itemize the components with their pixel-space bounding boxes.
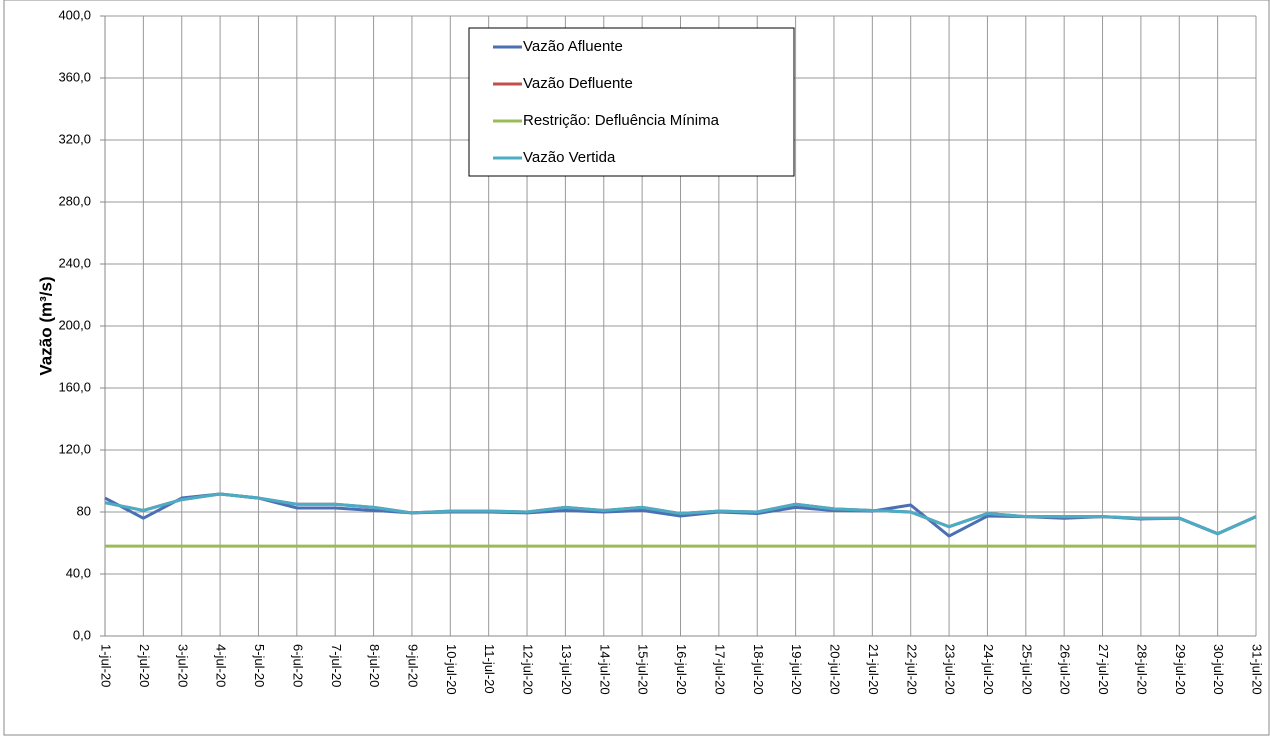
x-tick-label: 11-jul-20 — [482, 644, 497, 694]
legend-label: Vazão Vertida — [523, 149, 616, 166]
x-tick-label: 12-jul-20 — [521, 644, 536, 695]
x-tick-label: 24-jul-20 — [981, 644, 996, 695]
y-axis-title: Vazão (m³/s) — [36, 276, 55, 375]
series-line — [104, 492, 1257, 538]
y-tick-label: 240,0 — [58, 255, 91, 270]
y-tick-label: 160,0 — [58, 379, 91, 394]
y-tick-label: 200,0 — [58, 317, 91, 332]
x-tick-label: 3-jul-20 — [175, 644, 190, 687]
x-tick-label: 6-jul-20 — [290, 644, 305, 687]
x-tick-label: 23-jul-20 — [943, 644, 958, 695]
x-tick-label: 17-jul-20 — [712, 644, 727, 695]
y-tick-label: 0,0 — [73, 627, 91, 642]
x-tick-label: 1-jul-20 — [99, 644, 114, 687]
y-tick-label: 320,0 — [58, 131, 91, 146]
y-tick-label: 120,0 — [58, 441, 91, 456]
y-tick-label: 80 — [77, 503, 91, 518]
x-tick-label: 18-jul-20 — [751, 644, 766, 695]
x-tick-label: 7-jul-20 — [329, 644, 344, 687]
y-tick-label: 400,0 — [58, 7, 91, 22]
x-tick-label: 21-jul-20 — [866, 644, 881, 695]
x-tick-label: 25-jul-20 — [1019, 644, 1034, 695]
x-tick-label: 22-jul-20 — [904, 644, 919, 695]
x-tick-label: 26-jul-20 — [1058, 644, 1073, 695]
chart-border — [3, 0, 1270, 736]
x-tick-label: 31-jul-20 — [1250, 644, 1265, 695]
y-tick-label: 40,0 — [66, 565, 91, 580]
legend-label: Vazão Defluente — [523, 75, 633, 92]
x-tick-label: 30-jul-20 — [1211, 644, 1226, 695]
x-tick-label: 16-jul-20 — [674, 644, 689, 695]
legend-label: Restrição: Defluência Mínima — [523, 112, 720, 129]
legend-box — [468, 27, 795, 177]
x-tick-label: 19-jul-20 — [789, 644, 804, 695]
x-tick-label: 8-jul-20 — [367, 644, 382, 687]
x-tick-label: 28-jul-20 — [1134, 644, 1149, 695]
legend-label: Vazão Afluente — [523, 38, 623, 55]
x-tick-label: 15-jul-20 — [636, 644, 651, 695]
x-tick-label: 10-jul-20 — [444, 644, 459, 695]
x-tick-label: 9-jul-20 — [405, 644, 420, 687]
x-tick-label: 2-jul-20 — [137, 644, 152, 687]
x-tick-label: 5-jul-20 — [252, 644, 267, 687]
y-tick-label: 280,0 — [58, 193, 91, 208]
x-tick-label: 13-jul-20 — [559, 644, 574, 695]
x-tick-label: 29-jul-20 — [1173, 644, 1188, 695]
x-tick-label: 14-jul-20 — [597, 644, 612, 695]
series-line — [104, 492, 1257, 536]
x-tick-label: 27-jul-20 — [1096, 644, 1111, 695]
y-tick-label: 360,0 — [58, 69, 91, 84]
x-tick-label: 4-jul-20 — [214, 644, 229, 687]
x-tick-label: 20-jul-20 — [828, 644, 843, 695]
